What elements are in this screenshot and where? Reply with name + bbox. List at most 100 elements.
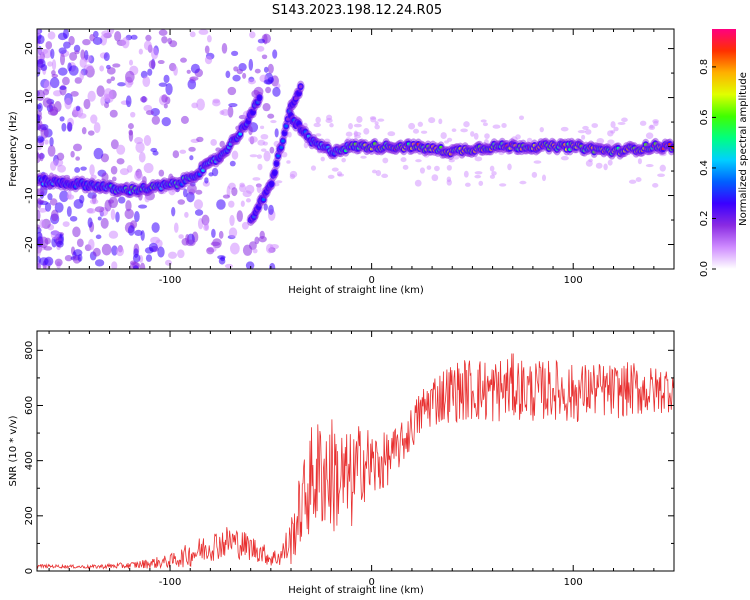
heatmap-speckle	[69, 51, 78, 61]
heatmap-speckle	[59, 85, 67, 90]
heatmap-speckle	[114, 30, 122, 42]
heatmap-speckle	[145, 110, 154, 116]
heatmap-speckle	[37, 34, 45, 45]
heatmap-speckle	[72, 226, 81, 238]
heatmap-speckle	[263, 203, 268, 211]
heatmap-speckle	[645, 164, 654, 168]
colorbar-tick-label: 0.0	[699, 261, 710, 277]
heatmap-speckle	[463, 170, 469, 178]
heatmap-speckle	[491, 171, 497, 176]
heatmap-speckle	[59, 190, 69, 203]
heatmap-speckle	[59, 116, 65, 122]
heatmap-speckle	[57, 67, 68, 76]
heatmap-speckle	[446, 179, 452, 186]
heatmap-speckle	[157, 60, 165, 65]
ridge-core	[282, 131, 287, 135]
heatmap-speckle	[72, 143, 83, 152]
heatmap-speckle	[245, 261, 255, 269]
heatmap-speckle	[144, 195, 150, 203]
heatmap-speckle	[256, 154, 262, 159]
heatmap-speckle	[637, 158, 642, 165]
heatmap-speckle	[189, 76, 199, 81]
heatmap-speckle	[371, 169, 377, 174]
heatmap-speckle	[232, 74, 241, 82]
heatmap-speckle	[62, 221, 70, 228]
heatmap-speckle	[208, 172, 214, 177]
heatmap-speckle	[145, 254, 153, 262]
heatmap-speckle	[93, 147, 104, 160]
heatmap-speckle	[206, 247, 215, 255]
ridge-core	[298, 85, 303, 89]
heatmap-speckle	[228, 102, 238, 108]
heatmap-speckle	[595, 162, 603, 169]
heatmap-speckle	[268, 204, 274, 215]
heatmap-speckle	[50, 48, 55, 59]
heatmap-speckle	[66, 206, 72, 217]
heatmap-speckle	[129, 59, 134, 66]
heatmap-speckle	[49, 136, 54, 147]
heatmap-speckle	[463, 121, 470, 128]
heatmap-speckle	[37, 137, 45, 142]
heatmap-speckle	[267, 113, 275, 119]
heatmap-speckle	[63, 41, 71, 49]
spectrogram-xlabel: Height of straight line (km)	[288, 285, 424, 296]
heatmap-speckle	[44, 139, 49, 145]
heatmap-speckle	[181, 237, 190, 246]
heatmap-speckle	[196, 136, 204, 143]
x-tick-label: -100	[159, 577, 182, 588]
heatmap-speckle	[47, 31, 56, 40]
heatmap-speckle	[242, 244, 253, 256]
heatmap-speckle	[186, 69, 191, 74]
heatmap-speckle	[124, 70, 135, 83]
heatmap-speckle	[148, 59, 156, 69]
heatmap-speckle	[152, 150, 159, 156]
heatmap-speckle	[287, 131, 292, 138]
heatmap-speckle	[179, 149, 187, 154]
heatmap-speckle	[42, 97, 53, 108]
y-tick-label: 800	[24, 341, 35, 360]
heatmap-speckle	[132, 253, 141, 263]
heatmap-speckle	[37, 145, 42, 151]
heatmap-speckle	[161, 36, 168, 44]
heatmap-speckle	[143, 162, 154, 174]
heatmap-speckle	[134, 171, 143, 181]
heatmap-speckle	[58, 47, 67, 54]
heatmap-speckle	[188, 146, 196, 152]
heatmap-speckle	[248, 136, 258, 143]
x-tick-label: 0	[368, 577, 374, 588]
colorbar-tick-label: 0.4	[699, 160, 710, 176]
heatmap-speckle	[231, 50, 239, 57]
heatmap-speckle	[533, 160, 542, 164]
heatmap-speckle	[451, 128, 457, 132]
heatmap-speckle	[90, 114, 98, 124]
heatmap-speckle	[313, 122, 321, 128]
heatmap-speckle	[127, 225, 135, 236]
heatmap-speckle	[158, 29, 168, 36]
heatmap-speckle	[617, 121, 626, 125]
heatmap-speckle	[224, 263, 233, 269]
heatmap-speckle	[196, 98, 205, 111]
heatmap-speckle	[186, 191, 195, 203]
snr-axes: -100 0 100 0 200 400 600 800	[24, 330, 675, 588]
heatmap-speckle	[126, 164, 133, 173]
heatmap-speckle	[428, 117, 436, 124]
heatmap-speckle	[95, 234, 102, 240]
heatmap-speckle	[353, 123, 362, 128]
heatmap-speckle	[110, 165, 118, 175]
heatmap-speckle	[336, 171, 343, 177]
heatmap-speckle	[211, 228, 216, 239]
y-tick-label: -20	[24, 236, 35, 252]
heatmap-speckle	[289, 173, 296, 180]
heatmap-speckle	[142, 76, 151, 88]
heatmap-speckle	[256, 45, 265, 52]
heatmap-speckle	[180, 115, 189, 124]
heatmap-speckle	[210, 139, 217, 146]
heatmap-speckle	[610, 130, 616, 134]
heatmap-speckle	[212, 238, 222, 249]
x-tick-label: 0	[368, 275, 374, 286]
heatmap-speckle	[39, 257, 49, 266]
heatmap-speckle	[47, 145, 56, 157]
heatmap-speckle	[75, 105, 81, 112]
heatmap-speckle	[652, 183, 659, 188]
ridge-core	[269, 182, 274, 186]
